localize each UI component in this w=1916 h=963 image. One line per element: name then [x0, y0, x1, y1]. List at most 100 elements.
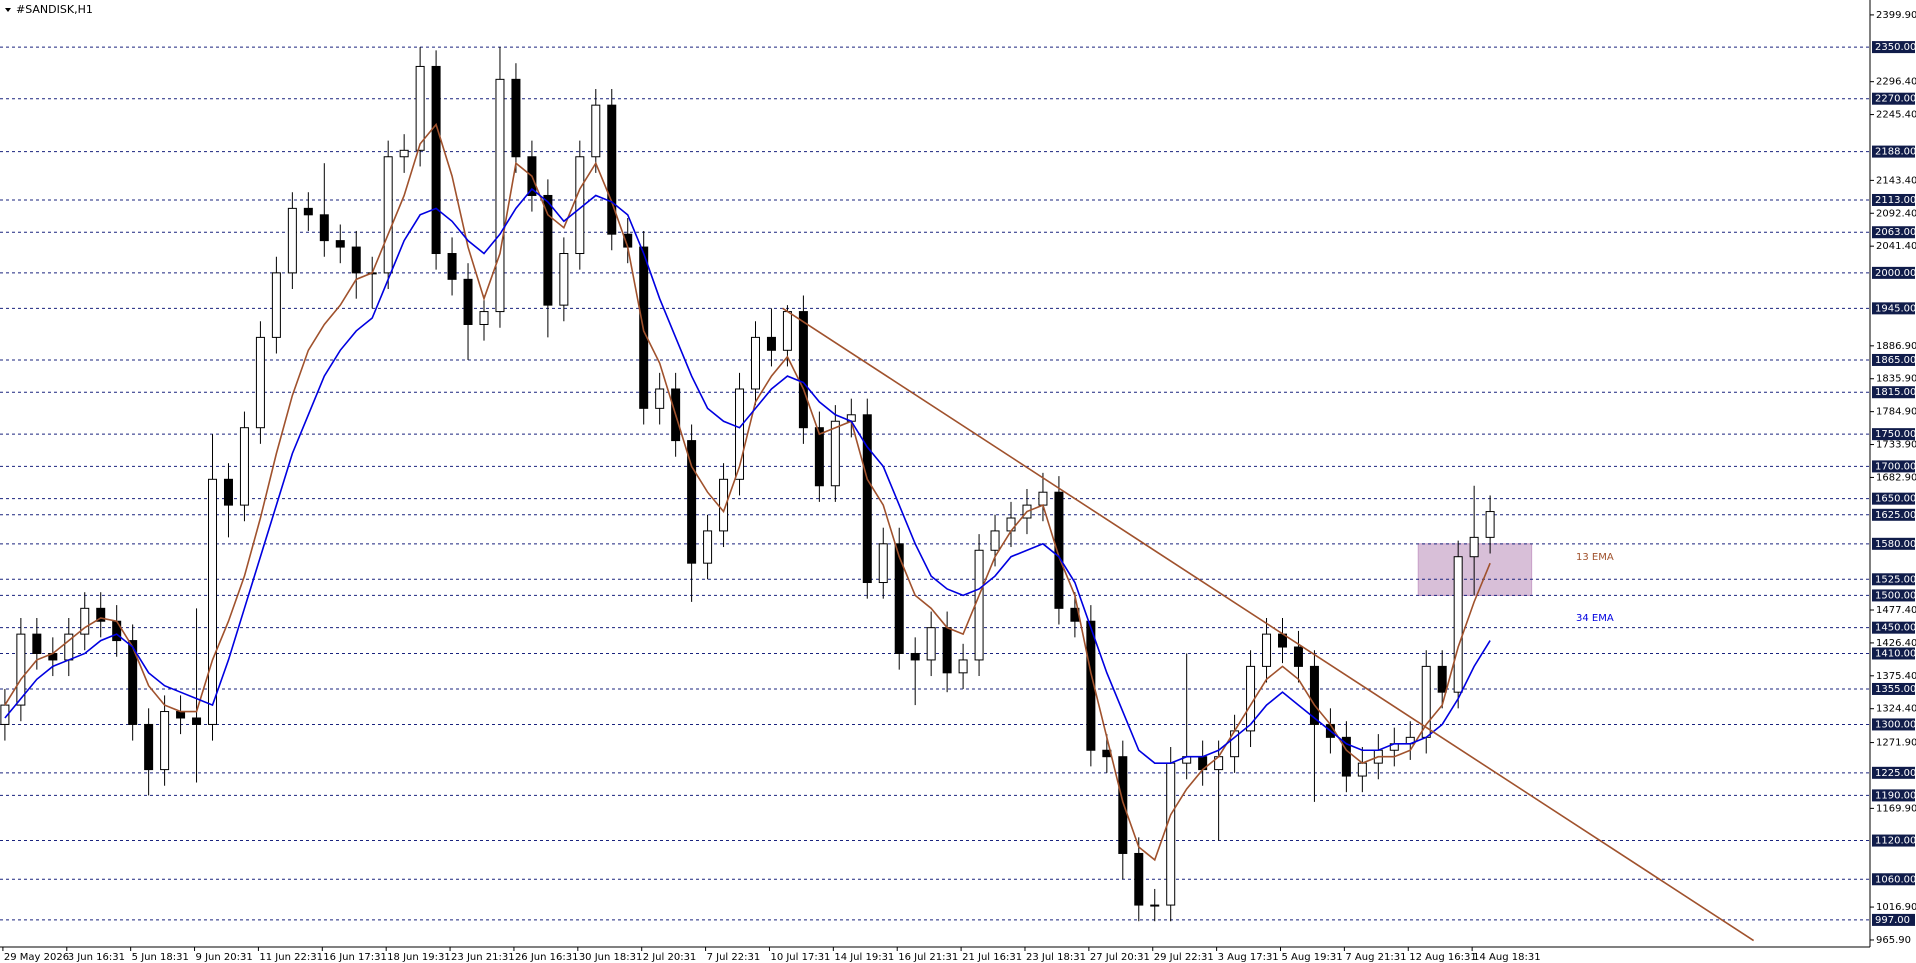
- level-label: 1500.00: [1875, 590, 1916, 601]
- x-tick-label: 23 Jun 21:31: [451, 952, 515, 963]
- candle-body: [447, 253, 457, 280]
- candle-body: [16, 633, 26, 706]
- candle-body: [990, 530, 1000, 551]
- candle-body: [32, 633, 42, 654]
- level-label: 1650.00: [1875, 494, 1916, 505]
- chart-title: #SANDISK,H1: [16, 3, 93, 16]
- candle-body: [830, 420, 840, 487]
- candle-body: [112, 620, 122, 642]
- candle-body: [1357, 762, 1367, 777]
- candle-body: [782, 311, 792, 351]
- candle-body: [399, 149, 409, 158]
- x-tick-label: 16 Jul 21:31: [898, 952, 958, 963]
- y-tick-label: 1169.90: [1876, 803, 1916, 814]
- candle-body: [958, 659, 968, 674]
- y-tick-label: 1682.90: [1876, 472, 1916, 483]
- level-label: 1525.00: [1875, 574, 1916, 585]
- candle-body: [1437, 665, 1447, 693]
- candle-body: [287, 207, 297, 274]
- level-label: 1580.00: [1875, 539, 1916, 550]
- candle-body: [1469, 536, 1479, 558]
- level-label-box: [1872, 460, 1915, 473]
- candle-body: [766, 336, 776, 351]
- candle-body: [1485, 511, 1495, 538]
- level-label-box: [1872, 647, 1915, 660]
- y-tick-label: 1324.40: [1876, 704, 1916, 715]
- level-label: 1700.00: [1875, 461, 1916, 472]
- x-tick-label: 23 Jul 18:31: [1026, 952, 1086, 963]
- ema-line: [4, 122, 1491, 862]
- candle-body: [974, 549, 984, 661]
- level-label-box: [1872, 492, 1915, 505]
- level-label-box: [1872, 266, 1915, 279]
- candle-body: [703, 530, 713, 564]
- candle-body: [463, 278, 473, 325]
- y-tick-label: 1016.90: [1876, 902, 1916, 913]
- level-label-box: [1872, 682, 1915, 695]
- level-label-box: [1872, 834, 1915, 847]
- level-label: 1865.00: [1875, 355, 1916, 366]
- ema-label: 34 EMA: [1576, 613, 1614, 624]
- level-label: 1225.00: [1875, 768, 1916, 779]
- x-tick-label: 18 Jun 19:31: [387, 952, 451, 963]
- x-tick-label: 3 Aug 17:31: [1218, 952, 1279, 963]
- candle-body: [511, 78, 521, 158]
- candle-body: [192, 717, 202, 725]
- candle-body: [351, 246, 361, 274]
- ema-line: [4, 187, 1491, 764]
- candle-body: [383, 156, 393, 274]
- level-label: 2063.00: [1875, 227, 1916, 238]
- candle-body: [862, 414, 872, 584]
- x-tick-label: 2 Jul 20:31: [643, 952, 697, 963]
- y-tick-label: 1784.90: [1876, 407, 1916, 418]
- level-label: 1355.00: [1875, 684, 1916, 695]
- level-label: 2113.00: [1875, 195, 1916, 206]
- level-label-box: [1872, 913, 1915, 926]
- y-tick-label: 2143.40: [1876, 175, 1916, 186]
- ema-label: 13 EMA: [1576, 552, 1614, 563]
- y-tick-label: 1477.40: [1876, 605, 1916, 616]
- x-tick-label: 26 Jun 16:31: [515, 952, 579, 963]
- level-label: 2350.00: [1875, 42, 1916, 53]
- trendline: [782, 307, 1755, 942]
- candle-body: [1038, 491, 1048, 506]
- x-tick-label: 5 Jun 18:31: [132, 952, 189, 963]
- y-tick-label: 2399.90: [1876, 10, 1916, 21]
- candle-body: [223, 478, 233, 506]
- candle-body: [1166, 762, 1176, 906]
- candle-body: [319, 214, 329, 242]
- level-label-box: [1872, 718, 1915, 731]
- candle-body: [1293, 646, 1303, 667]
- level-label-box: [1872, 41, 1915, 54]
- x-tick-label: 12 Aug 16:31: [1409, 952, 1476, 963]
- level-label-box: [1872, 573, 1915, 586]
- level-label-box: [1872, 537, 1915, 550]
- candle-body: [798, 311, 808, 429]
- candle-body: [607, 104, 617, 235]
- candle-body: [1054, 491, 1064, 609]
- candle-body: [814, 427, 824, 487]
- level-label: 1410.00: [1875, 648, 1916, 659]
- candle-body: [1006, 517, 1016, 532]
- candle-body: [942, 627, 952, 674]
- level-label: 2000.00: [1875, 268, 1916, 279]
- candle-body: [255, 336, 265, 429]
- menu-triangle: [5, 8, 11, 12]
- candle-body: [687, 440, 697, 564]
- candle-body: [335, 240, 345, 248]
- x-tick-label: 3 Jun 16:31: [68, 952, 125, 963]
- candle-body: [144, 723, 154, 771]
- candle-body: [415, 65, 425, 151]
- level-label-box: [1872, 226, 1915, 239]
- level-label-box: [1872, 92, 1915, 105]
- y-tick-label: 2296.40: [1876, 77, 1916, 88]
- candle-body: [303, 207, 313, 216]
- level-label-box: [1872, 766, 1915, 779]
- x-tick-label: 7 Aug 21:31: [1345, 952, 1406, 963]
- candle-body: [271, 272, 281, 338]
- y-tick-label: 1271.90: [1876, 738, 1916, 749]
- level-label: 2270.00: [1875, 94, 1916, 105]
- candle-body: [655, 388, 665, 409]
